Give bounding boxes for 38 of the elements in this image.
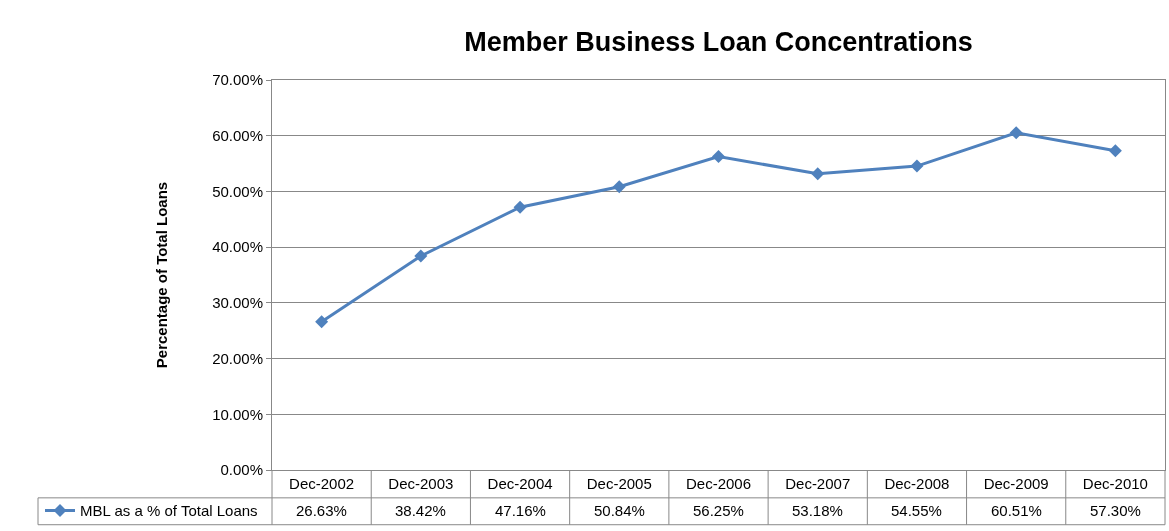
x-tick-label: Dec-2005 [586,475,652,492]
point [513,200,527,214]
y-tick-label: 60.00% [212,126,263,144]
x-tick-label: Dec-2004 [487,475,553,492]
point [414,249,428,263]
y-tick-label: 0.00% [220,461,263,479]
y-axis-title: Percentage of Total Loans [153,181,171,369]
x-tick-label: Dec-2010 [1082,475,1148,492]
data-label: 57.30% [1090,502,1141,519]
x-tick-label: Dec-2002 [289,475,355,492]
data-label: 38.42% [395,502,446,519]
data-label: 47.16% [495,502,546,519]
legend-label: MBL as a % of Total Loans [80,502,258,520]
data-label: 26.63% [296,502,347,519]
x-tick-label: Dec-2008 [884,475,950,492]
data-label: 56.25% [693,502,744,519]
x-tick-label: Dec-2007 [785,475,851,492]
x-tick-label: Dec-2006 [685,475,752,492]
point [811,167,825,181]
y-tick-label: 20.00% [212,349,263,367]
x-tick-label: Dec-2009 [983,475,1049,492]
y-tick-label: 50.00% [212,182,263,200]
data-label: 54.55% [891,502,942,519]
y-tick-label: 30.00% [212,294,263,312]
data-label: 50.84% [594,502,645,519]
y-tick-label: 40.00% [212,238,263,256]
data-label: 60.51% [991,502,1042,519]
y-tick-label: 70.00% [212,71,263,89]
point [712,150,725,164]
x-tick-label: Dec-2003 [388,475,454,492]
point [612,180,626,194]
point [1108,144,1122,158]
point [1009,126,1023,140]
chart-title: Member Business Loan Concentrations [464,27,973,58]
data-label: 53.18% [792,502,843,519]
y-tick-label: 10.00% [212,405,263,423]
point [910,159,924,173]
point [315,315,329,329]
